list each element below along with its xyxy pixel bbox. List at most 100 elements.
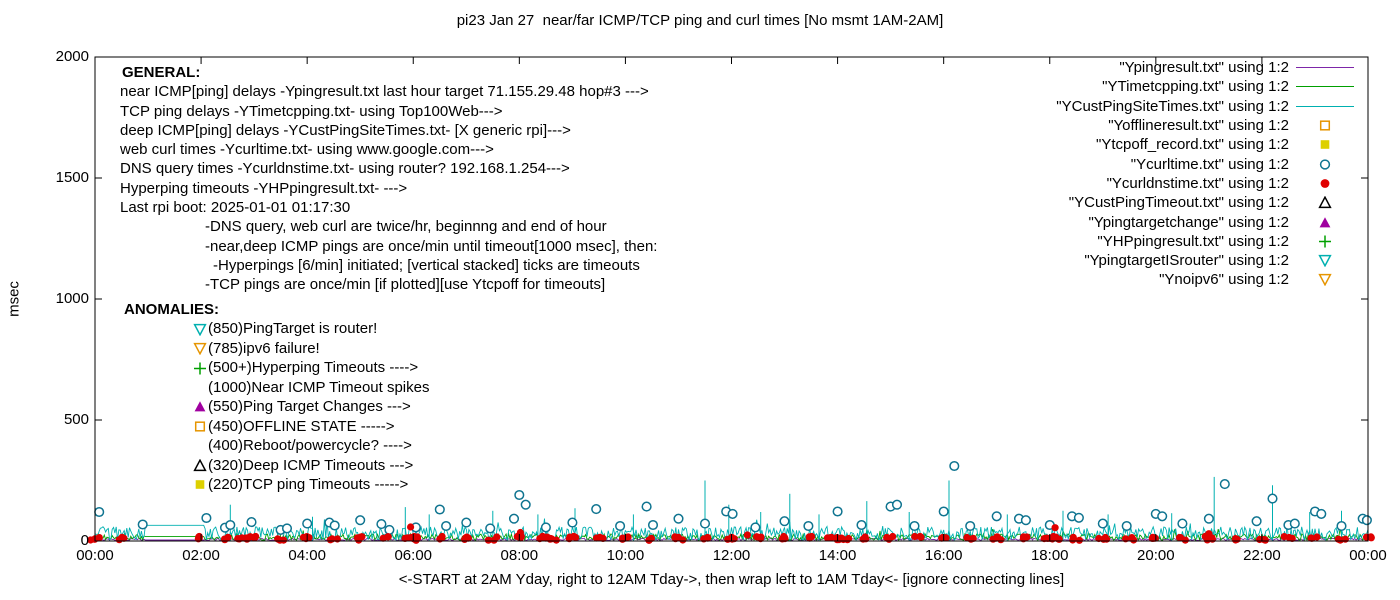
x-tick-label: 08:00 [500, 547, 539, 564]
x-tick-label: 00:00 [76, 547, 114, 564]
y-tick-label: 1500 [55, 169, 89, 186]
line-sample-icon [1296, 105, 1354, 107]
open-square-icon [194, 421, 205, 432]
anomaly-text: (850)PingTarget is router! [208, 320, 378, 338]
anomaly-marker [192, 400, 207, 414]
legend-item: "YTimetcpping.txt" using 1:2 [1056, 77, 1354, 96]
open-triangle-up-icon [192, 458, 207, 471]
legend-item: "Ypingtargetchange" using 1:2 [1056, 212, 1354, 231]
legend-sample [1296, 158, 1354, 171]
x-tick-label: 20:00 [1137, 547, 1175, 564]
legend-label: "Ypingresult.txt" using 1:2 [1119, 59, 1289, 77]
line-sample-icon [1296, 67, 1354, 69]
open-triangle-down-icon [192, 342, 207, 356]
general-heading: GENERAL: [122, 64, 201, 81]
anomaly-marker [192, 322, 207, 336]
general-line: near ICMP[ping] delays -Ypingresult.txt … [120, 83, 649, 101]
legend-label: "Ytcpoff_record.txt" using 1:2 [1096, 136, 1289, 154]
general-line: -near,deep ICMP pings are once/min until… [205, 237, 658, 255]
anomaly-item: (400)Reboot/powercycle? ----> [122, 436, 429, 455]
legend-sample [1296, 177, 1354, 190]
curl-time-points [94, 460, 1372, 535]
general-line: -Hyperpings [6/min] initiated; [vertical… [213, 256, 640, 274]
x-tick-label: 16:00 [924, 547, 963, 564]
open-triangle-down-icon [1318, 274, 1332, 287]
anomaly-text: (550)Ping Target Changes ---> [208, 398, 411, 416]
legend-sample [1296, 254, 1354, 268]
chart-title: pi23 Jan 27 near/far ICMP/TCP ping and c… [456, 12, 944, 29]
legend-label: "YCustPingTimeout.txt" using 1:2 [1068, 194, 1289, 212]
x-tick-label: 12:00 [712, 547, 751, 564]
anomaly-item: (785)ipv6 failure! [122, 339, 429, 358]
anomaly-marker [192, 419, 207, 433]
anomaly-marker [192, 458, 207, 472]
anomalies-heading: ANOMALIES: [124, 301, 219, 318]
line-sample-icon [1296, 86, 1354, 88]
legend-label: "Ycurltime.txt" using 1:2 [1130, 155, 1289, 173]
legend-item: "YHPpingresult.txt" using 1:2 [1056, 232, 1354, 251]
anomaly-text: (220)TCP ping Timeouts -----> [208, 475, 409, 493]
legend: "Ypingresult.txt" using 1:2 "YTimetcpping… [1056, 58, 1354, 290]
y-axis-label: msec [5, 281, 23, 317]
open-triangle-down-icon [1318, 254, 1332, 268]
legend-item: "Ynoipv6" using 1:2 [1056, 270, 1354, 289]
anomaly-text: (450)OFFLINE STATE -----> [208, 417, 395, 435]
plus-icon [193, 362, 206, 375]
legend-label: "Ypingtargetchange" using 1:2 [1088, 213, 1289, 231]
anomaly-text: (1000)Near ICMP Timeout spikes [208, 378, 430, 396]
legend-item: "YCustPingSiteTimes.txt" using 1:2 [1056, 97, 1354, 116]
y-tick-label: 500 [63, 411, 89, 428]
filled-triangle-up-icon [1319, 216, 1331, 227]
x-tick-label: 02:00 [182, 547, 220, 564]
legend-sample [1296, 273, 1354, 287]
filled-circle-icon [1320, 179, 1330, 188]
anomaly-marker [192, 380, 207, 394]
filled-square-icon [195, 480, 204, 489]
legend-sample [1296, 235, 1354, 248]
x-tick-label: 06:00 [394, 547, 433, 564]
plus-icon [1319, 235, 1331, 248]
anomaly-text: (785)ipv6 failure! [208, 339, 320, 357]
legend-label: "Ynoipv6" using 1:2 [1159, 271, 1289, 289]
anomaly-text: (500+)Hyperping Timeouts ----> [208, 359, 419, 377]
anomaly-item: (550)Ping Target Changes ---> [122, 397, 429, 416]
general-line: -TCP pings are once/min [if plotted][use… [205, 276, 606, 294]
x-tick-label: 04:00 [288, 547, 326, 564]
legend-item: "Yofflineresult.txt" using 1:2 [1056, 116, 1354, 135]
x-tick-label: 14:00 [818, 547, 857, 564]
anomaly-item: (450)OFFLINE STATE -----> [122, 417, 429, 436]
anomaly-marker [192, 439, 207, 453]
y-tick-label: 2000 [55, 48, 89, 65]
legend-item: "YpingtargetISrouter" using 1:2 [1056, 251, 1354, 270]
anomaly-marker [192, 342, 207, 356]
general-line: Last rpi boot: 2025-01-01 01:17:30 [120, 199, 351, 217]
plot-border-and-ticks [94, 56, 1369, 542]
legend-label: "YCustPingSiteTimes.txt" using 1:2 [1056, 97, 1289, 115]
open-triangle-up-icon [1318, 196, 1332, 209]
filled-square-icon [1320, 140, 1330, 150]
legend-sample [1296, 86, 1354, 88]
general-line: deep ICMP[ping] delays -YCustPingSiteTim… [120, 121, 571, 139]
y-tick-label: 0 [80, 532, 89, 549]
legend-label: "Ycurldnstime.txt" using 1:2 [1106, 174, 1289, 192]
anomaly-item: (220)TCP ping Timeouts -----> [122, 475, 429, 494]
filled-triangle-up-icon [194, 401, 205, 412]
legend-sample [1296, 119, 1354, 132]
legend-item: "Ycurltime.txt" using 1:2 [1056, 154, 1354, 173]
legend-label: "YpingtargetISrouter" using 1:2 [1084, 252, 1289, 270]
legend-sample [1296, 196, 1354, 209]
anomaly-marker [192, 361, 207, 375]
anomaly-item: (850)PingTarget is router! [122, 319, 429, 338]
x-tick-label: 22:00 [1243, 547, 1281, 564]
general-line: DNS query times -Ycurldnstime.txt- using… [120, 160, 570, 178]
general-line: TCP ping delays -YTimetcpping.txt- using… [120, 102, 503, 120]
legend-label: "YHPpingresult.txt" using 1:2 [1097, 232, 1289, 250]
legend-label: "YTimetcpping.txt" using 1:2 [1102, 78, 1289, 96]
anomaly-text: (320)Deep ICMP Timeouts ---> [208, 456, 414, 474]
legend-sample [1296, 216, 1354, 229]
x-axis-label: <-START at 2AM Yday, right to 12AM Tday-… [398, 571, 1065, 588]
anomalies-annotation: ANOMALIES: (850)PingTarget is router! (785… [122, 300, 429, 494]
y-tick-label: 1000 [55, 290, 89, 307]
legend-sample [1296, 105, 1354, 107]
